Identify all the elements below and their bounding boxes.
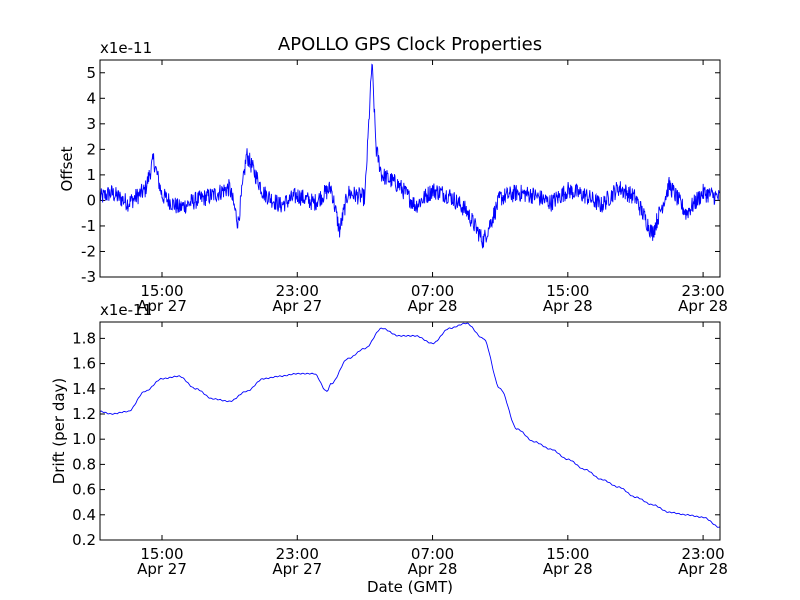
offset-x-tick-label-date: Apr 28 <box>678 297 728 315</box>
drift-x-tick-label-time: 23:00 <box>681 545 724 563</box>
drift-x-tick-label-date: Apr 27 <box>272 560 322 578</box>
offset-x-tick-label-time: 23:00 <box>276 282 319 300</box>
drift-x-tick-label-time: 23:00 <box>276 545 319 563</box>
offset-series-line <box>99 63 721 249</box>
offset-y-tick-label: 1 <box>86 166 96 184</box>
offset-x-tick-label-time: 07:00 <box>411 282 454 300</box>
drift-axes-frame <box>99 321 721 541</box>
offset-y-tick-label: -1 <box>81 217 96 235</box>
drift-series-line <box>99 322 721 528</box>
offset-y-tick-label: 2 <box>86 140 96 158</box>
offset-x-tick-label-time: 23:00 <box>681 282 724 300</box>
offset-y-tick-label: -3 <box>81 268 96 286</box>
offset-axes-frame <box>99 59 721 278</box>
offset-x-tick-label-date: Apr 28 <box>543 297 593 315</box>
drift-y-tick-label: 1.0 <box>72 430 96 448</box>
drift-scale-label: x1e-11 <box>100 301 152 319</box>
drift-x-axis-label: Date (GMT) <box>367 578 453 596</box>
drift-y-tick-label: 1.8 <box>72 329 96 347</box>
drift-x-tick-label-time: 15:00 <box>546 545 589 563</box>
drift-y-tick-label: 1.6 <box>72 355 96 373</box>
offset-series <box>99 63 721 249</box>
offset-y-axis-label: Offset <box>58 146 76 191</box>
drift-series <box>99 322 721 528</box>
offset-y-tick-label: 0 <box>86 191 96 209</box>
offset-x-tick-label-time: 15:00 <box>140 282 183 300</box>
drift-ticks <box>100 322 720 541</box>
drift-y-tick-label: 0.2 <box>72 531 96 549</box>
drift-y-tick-label: 1.4 <box>72 380 96 398</box>
offset-y-tick-label: 5 <box>86 64 96 82</box>
drift-y-tick-label: 0.6 <box>72 481 96 499</box>
drift-x-tick-label-date: Apr 28 <box>678 560 728 578</box>
offset-y-tick-label: 4 <box>86 89 96 107</box>
offset-x-tick-label-date: Apr 27 <box>137 297 187 315</box>
drift-y-axis-label: Drift (per day) <box>50 378 68 485</box>
offset-x-tick-label-time: 15:00 <box>546 282 589 300</box>
drift-y-tick-label: 0.4 <box>72 506 96 524</box>
drift-x-tick-label-date: Apr 28 <box>408 560 458 578</box>
drift-y-tick-label: 1.2 <box>72 405 96 423</box>
drift-x-tick-label-date: Apr 28 <box>543 560 593 578</box>
drift-x-tick-label-date: Apr 27 <box>137 560 187 578</box>
offset-x-tick-label-date: Apr 27 <box>272 297 322 315</box>
offset-y-tick-label: -2 <box>81 242 96 260</box>
drift-x-tick-label-time: 07:00 <box>411 545 454 563</box>
drift-panel: x1e-11 Drift (per day) Date (GMT) 0.2 0.4… <box>50 301 728 596</box>
drift-x-tick-label-time: 15:00 <box>140 545 183 563</box>
offset-x-tick-label-date: Apr 28 <box>408 297 458 315</box>
offset-scale-label: x1e-11 <box>100 39 152 57</box>
offset-y-tick-label: 3 <box>86 115 96 133</box>
chart-title: APOLLO GPS Clock Properties <box>278 34 542 55</box>
drift-y-tick-label: 0.8 <box>72 455 96 473</box>
